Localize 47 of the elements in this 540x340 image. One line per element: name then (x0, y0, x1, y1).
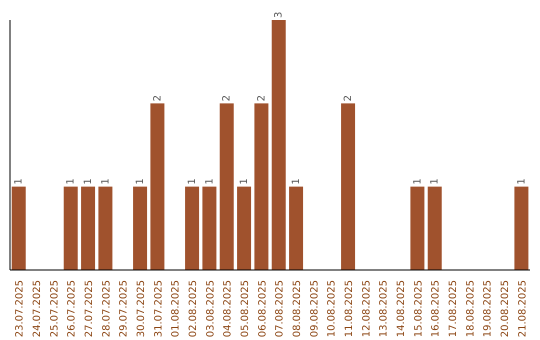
x-tick-label: 23.07.2025 (14, 280, 26, 338)
x-tick-label: 12.08.2025 (361, 280, 372, 338)
data-label: 1 (135, 178, 146, 185)
x-tick-label: 19.08.2025 (482, 280, 494, 338)
x-tick-label: 06.08.2025 (257, 280, 268, 338)
data-label: 1 (83, 178, 94, 185)
x-tick-label: 24.07.2025 (32, 280, 43, 338)
x-tick-label: 07.08.2025 (274, 280, 286, 338)
x-tick-label: 05.08.2025 (240, 280, 251, 338)
x-tick-label: 03.08.2025 (205, 280, 216, 338)
x-tick-label: 16.08.2025 (430, 280, 442, 338)
data-label: 1 (100, 178, 112, 185)
x-tick-label: 27.07.2025 (84, 280, 95, 338)
data-label: 2 (256, 94, 268, 102)
x-tick-label: 28.07.2025 (101, 280, 112, 338)
x-tick-label: 21.08.2025 (517, 280, 528, 338)
x-tick-label: 17.08.2025 (448, 280, 459, 338)
x-tick-label: 13.08.2025 (378, 280, 390, 338)
data-label: 1 (516, 178, 528, 185)
x-tick-label: 09.08.2025 (309, 280, 320, 338)
data-label: 1 (14, 178, 25, 185)
data-label: 1 (291, 178, 302, 185)
x-tick-label: 08.08.2025 (292, 280, 303, 338)
x-tick-label: 14.08.2025 (396, 280, 407, 338)
x-tick-label: 04.08.2025 (222, 280, 234, 338)
data-label: 1 (412, 178, 424, 185)
data-label: 2 (343, 94, 354, 102)
data-label: 2 (222, 94, 233, 102)
x-tick-label: 26.07.2025 (66, 280, 78, 338)
x-tick-label: 02.08.2025 (188, 280, 199, 338)
x-tick-label: 18.08.2025 (465, 280, 476, 338)
x-tick-label: 15.08.2025 (413, 280, 424, 338)
x-tick-label: 20.08.2025 (500, 280, 511, 338)
x-tick-label: 31.07.2025 (153, 280, 164, 338)
data-label: 1 (187, 178, 198, 185)
data-label: 1 (204, 178, 216, 185)
x-tick-label: 29.07.2025 (118, 280, 130, 338)
data-label: 1 (239, 178, 250, 185)
x-tick-label: 30.07.2025 (136, 280, 147, 338)
data-label: 2 (152, 94, 164, 102)
data-label: 1 (66, 178, 77, 185)
x-tick-label: 01.08.2025 (170, 280, 182, 338)
x-tick-label: 11.08.2025 (344, 280, 355, 338)
data-label: 1 (430, 178, 441, 185)
x-tick-label: 25.07.2025 (49, 280, 60, 338)
x-tick-label: 10.08.2025 (326, 280, 338, 338)
data-label: 3 (274, 12, 285, 18)
